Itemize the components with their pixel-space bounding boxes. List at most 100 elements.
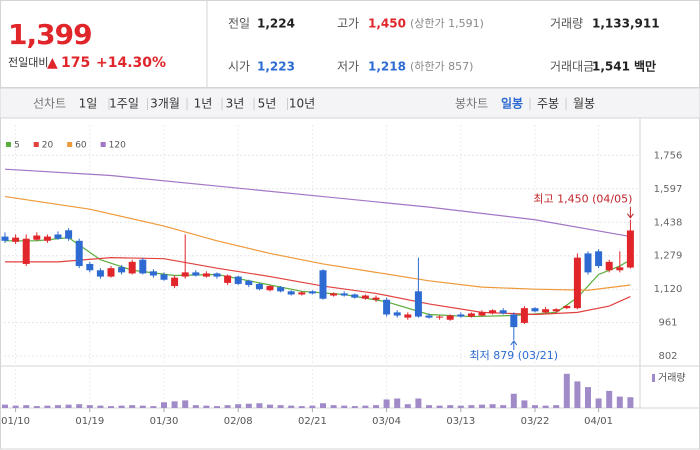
candle-body xyxy=(245,280,253,285)
volume-bar xyxy=(362,405,369,408)
volume-bar xyxy=(426,405,432,408)
y-tick-label: 1,438 xyxy=(654,217,683,228)
candle-body xyxy=(224,275,232,283)
stat-label: 시가 xyxy=(228,60,250,74)
candle-body xyxy=(234,276,242,284)
range-tab[interactable]: 10년 xyxy=(289,97,315,111)
volume-bar xyxy=(55,405,61,408)
moving-average xyxy=(4,168,631,238)
candle-body xyxy=(149,271,157,276)
volume-bar xyxy=(224,405,231,408)
period-tab[interactable]: 일봉 xyxy=(501,97,523,111)
candle-body xyxy=(478,312,486,316)
x-tick-label: 02/21 xyxy=(298,416,327,427)
legend-swatch xyxy=(100,142,106,147)
low-annotation: 최저 879 (03/21) xyxy=(470,349,559,362)
range-tab[interactable]: 1년 xyxy=(194,97,213,111)
x-tick-label: 03/22 xyxy=(521,416,550,427)
volume-bar xyxy=(150,406,157,408)
volume-bar xyxy=(532,405,538,408)
volume-bar xyxy=(585,387,591,408)
volume-bar xyxy=(97,405,104,408)
chart-frame xyxy=(0,117,700,450)
candle-body xyxy=(520,308,528,323)
volume-bar xyxy=(415,398,422,408)
volume-bar xyxy=(553,405,560,408)
candle-body xyxy=(510,314,518,328)
candle-body xyxy=(542,309,550,313)
volume-bar xyxy=(616,396,623,408)
candle-body xyxy=(213,273,221,277)
header-box xyxy=(0,0,700,88)
candle-body xyxy=(584,253,592,273)
candle-body xyxy=(298,292,306,295)
volume-bar xyxy=(500,405,507,408)
y-tick-label: 1,279 xyxy=(654,251,683,262)
stat-unit: 백만 xyxy=(634,59,656,74)
volume-bar xyxy=(118,405,125,408)
volume-bar xyxy=(33,406,40,408)
candle-body xyxy=(457,314,465,317)
change-percent: +14.30% xyxy=(96,55,166,71)
stat-label: 거래대금 xyxy=(550,60,594,74)
candle-body xyxy=(330,293,338,296)
candle-body xyxy=(351,294,359,298)
volume-bar xyxy=(192,405,199,408)
candle-body xyxy=(319,270,327,299)
legend-swatch xyxy=(6,142,11,147)
range-tab[interactable]: 1주일 xyxy=(109,97,139,111)
range-tab[interactable]: 3개월 xyxy=(150,97,180,111)
candle-body xyxy=(425,315,433,318)
candle-body xyxy=(277,287,285,292)
candle-body xyxy=(22,238,30,264)
volume-legend: 거래량 xyxy=(658,372,686,384)
candle-body xyxy=(266,286,274,291)
legend-swatch xyxy=(67,142,73,147)
x-tick-label: 01/10 xyxy=(1,416,30,427)
stat-value: 1,541 xyxy=(592,60,630,74)
period-tab[interactable]: 월봉 xyxy=(573,97,595,111)
stat-label: 저가 xyxy=(337,60,359,74)
volume-bar xyxy=(563,373,570,408)
candle-body xyxy=(605,261,613,271)
volume-bar xyxy=(510,393,517,408)
legend-label: 60 xyxy=(75,141,87,151)
volume-bar xyxy=(373,405,379,408)
volume-bar xyxy=(521,400,528,408)
volume-bar xyxy=(351,406,358,408)
range-tab[interactable]: 3년 xyxy=(226,97,245,111)
tab-group-label: 선차트 xyxy=(33,97,66,111)
candle-body xyxy=(499,310,507,314)
candle-body xyxy=(107,268,115,277)
volume-bar xyxy=(65,404,72,408)
moving-average xyxy=(5,257,631,316)
volume-bar xyxy=(298,406,305,408)
y-tick-label: 802 xyxy=(658,351,677,362)
moving-average xyxy=(5,237,631,318)
candle-body xyxy=(118,267,126,273)
x-tick-label: 03/04 xyxy=(372,416,401,427)
tab-group-label: 봉차트 xyxy=(455,97,488,111)
range-tab[interactable]: 5년 xyxy=(258,97,277,111)
volume-bar xyxy=(468,405,475,408)
volume-bar xyxy=(542,405,549,408)
candle-body xyxy=(12,237,20,242)
volume-bar xyxy=(161,402,167,408)
volume-bar xyxy=(23,405,30,408)
stat-label: 고가 xyxy=(337,17,359,31)
volume-bar xyxy=(341,405,348,408)
candle-body xyxy=(393,312,401,316)
volume-bar xyxy=(489,404,496,408)
candle-body xyxy=(616,267,624,271)
volume-bar xyxy=(627,397,634,408)
y-tick-label: 1,120 xyxy=(654,284,683,295)
change-label: 전일대비 xyxy=(8,55,48,69)
volume-bar xyxy=(383,399,390,408)
candle-body xyxy=(33,235,41,240)
volume-bar xyxy=(44,405,51,408)
period-tab[interactable]: 주봉 xyxy=(537,97,559,111)
candle-body xyxy=(414,291,422,317)
volume-bar xyxy=(606,390,613,408)
range-tab[interactable]: 1일 xyxy=(79,97,98,111)
